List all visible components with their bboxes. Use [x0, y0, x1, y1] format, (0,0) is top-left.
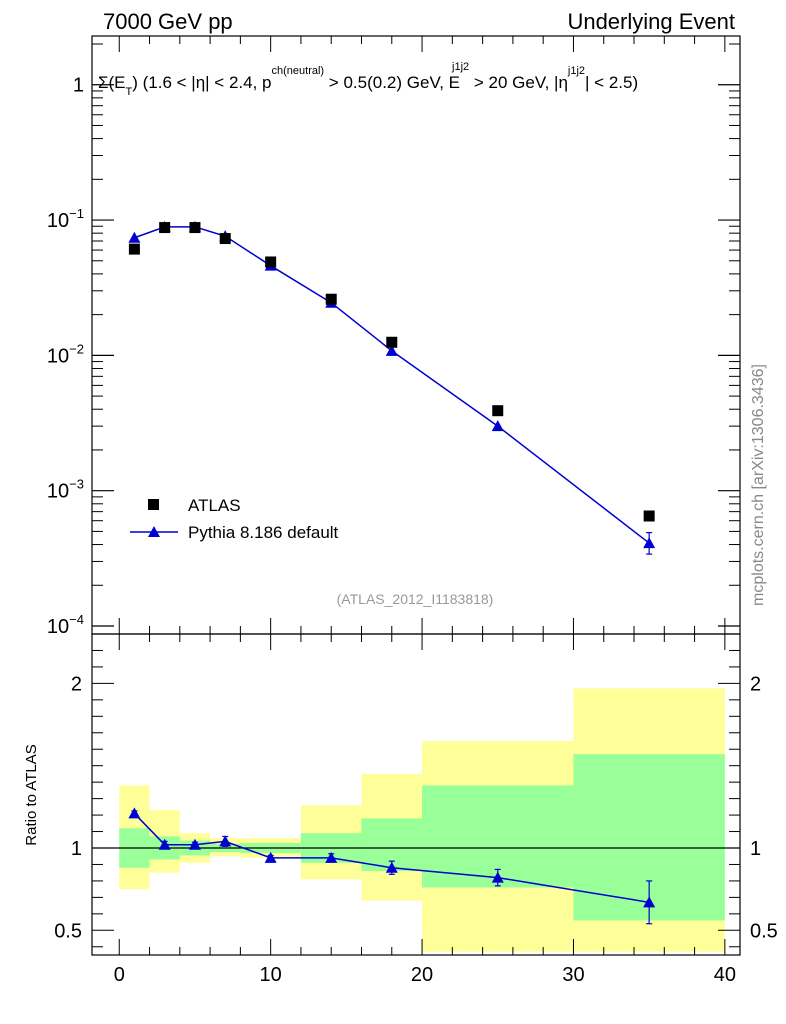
title-sup-ch: ch(neutral) [272, 65, 325, 77]
plot-title: Σ(ET) (1.6 < |η| < 2.4, pch(neutral) > 0… [98, 61, 638, 98]
ratio-point [128, 807, 141, 819]
ratio-x-tick-label: 10 [260, 964, 282, 986]
ratio-point [643, 896, 656, 908]
mc-point [128, 231, 141, 243]
title-prefix: Σ(E [98, 73, 126, 92]
legend-marker-mc [148, 526, 160, 537]
main-y-tick-label: 10−1 [47, 206, 84, 232]
ratio-y-tick-label-right: 1 [750, 838, 761, 860]
main-y-ticks: 10−4 10−3 10−2 10−1 1 [47, 43, 740, 638]
legend: ATLAS Pythia 8.186 default [130, 496, 339, 542]
atlas-point [128, 243, 140, 255]
side-watermark: mcplots.cern.ch [arXiv:1306.3436] [750, 364, 767, 606]
title-sub-t: T [126, 86, 133, 98]
ratio-plot-area [128, 807, 656, 925]
atlas-point [325, 293, 337, 305]
ratio-x-tick-label: 20 [411, 964, 433, 986]
atlas-point [159, 222, 171, 234]
ratio-x-tick-label: 30 [562, 964, 584, 986]
title-sup-j: j1j2 [451, 61, 469, 73]
ratio-y-tick-label-right: 2 [750, 673, 761, 695]
atlas-point [265, 256, 277, 268]
ratio-y-tick-label-left: 2 [71, 673, 82, 695]
title-cut2: > 20 GeV, |η [469, 73, 568, 92]
main-y-tick-label: 10−3 [47, 477, 84, 503]
ratio-point [491, 871, 504, 883]
main-panel-frame [91, 35, 741, 635]
ratio-y-tick-label-left: 1 [71, 838, 82, 860]
title-cut: > 0.5(0.2) GeV, E [324, 73, 460, 92]
atlas-point [492, 405, 504, 417]
main-x-ticks [118, 36, 726, 634]
header-left: 7000 GeV pp [103, 9, 233, 34]
title-sup-j2: j1j2 [567, 65, 585, 77]
ratio-x-ticks: 0 10 20 30 40 [114, 634, 736, 986]
mc-point [385, 344, 398, 356]
main-y-tick-label: 10−4 [47, 612, 84, 638]
ratio-point [385, 861, 398, 873]
ratio-panel-frame [91, 633, 741, 956]
ratio-point [188, 838, 201, 850]
main-y-tick-label: 1 [73, 75, 84, 97]
ratio-bands [92, 688, 740, 952]
header-right: Underlying Event [567, 9, 735, 34]
ratio-point [158, 838, 171, 850]
mc-point [643, 537, 656, 549]
main-plot-area [128, 220, 656, 555]
ratio-x-tick-label: 0 [114, 964, 125, 986]
title-end: | < 2.5) [585, 73, 638, 92]
ratio-y-axis-label: Ratio to ATLAS [23, 744, 40, 845]
ratio-point [219, 835, 232, 847]
title-mid: ) (1.6 < |η| < 2.4, p [132, 73, 271, 92]
ratio-point [264, 851, 277, 863]
ratio-point [325, 851, 338, 863]
legend-marker-atlas [148, 499, 159, 510]
ratio-x-tick-label: 40 [714, 964, 736, 986]
mc-point [491, 420, 504, 432]
ratio-y-tick-label-left: 0.5 [54, 920, 82, 942]
main-y-tick-label: 10−2 [47, 341, 84, 367]
legend-label-atlas: ATLAS [188, 496, 241, 515]
legend-label-mc: Pythia 8.186 default [188, 523, 339, 542]
atlas-point [219, 233, 231, 245]
atlas-point [386, 336, 398, 348]
ratio-y-ticks: 0.5 0.5 1 1 2 2 [54, 633, 778, 948]
ratio-y-tick-label-right: 0.5 [750, 920, 778, 942]
analysis-reference: (ATLAS_2012_I1183818) [337, 591, 494, 607]
atlas-point [643, 510, 655, 522]
atlas-point [189, 222, 201, 234]
